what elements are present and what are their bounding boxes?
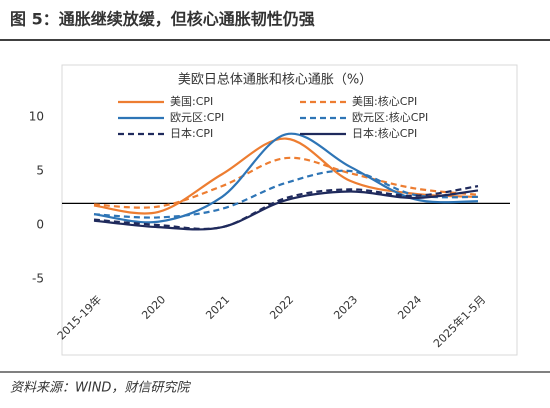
- x-tick-label: 2020: [139, 293, 168, 322]
- legend-label: 日本:核心CPI: [352, 126, 417, 140]
- y-tick-label: 5: [36, 164, 44, 178]
- x-tick-label: 2024: [395, 293, 424, 322]
- x-tick-label: 2025年1-5月: [430, 292, 488, 350]
- series-line: [93, 169, 479, 219]
- figure-title: 图 5：通胀继续放缓，但核心通胀韧性仍强: [10, 10, 315, 29]
- series-line: [93, 189, 479, 231]
- source: 资料来源：WIND，财信研究院: [10, 380, 191, 396]
- legend-label: 欧元区:核心CPI: [352, 110, 428, 124]
- y-tick-label: 10: [29, 110, 44, 124]
- chart-title: 美欧日总体通胀和核心通胀（%）: [178, 73, 372, 88]
- series-line: [93, 185, 479, 230]
- y-tick-label: 0: [36, 218, 44, 232]
- legend-label: 日本:CPI: [170, 126, 213, 140]
- series-line: [93, 137, 479, 215]
- plot-frame: [61, 64, 518, 356]
- series-line: [93, 156, 479, 209]
- legend-label: 美国:CPI: [170, 95, 213, 108]
- x-tick-label: 2021: [203, 293, 232, 322]
- legend-label: 美国:核心CPI: [352, 94, 417, 108]
- x-tick-label: 2022: [267, 293, 296, 322]
- y-tick-label: -5: [32, 272, 44, 286]
- x-tick-label: 2023: [331, 293, 360, 322]
- series-line: [93, 132, 479, 224]
- legend-label: 欧元区:CPI: [170, 111, 224, 124]
